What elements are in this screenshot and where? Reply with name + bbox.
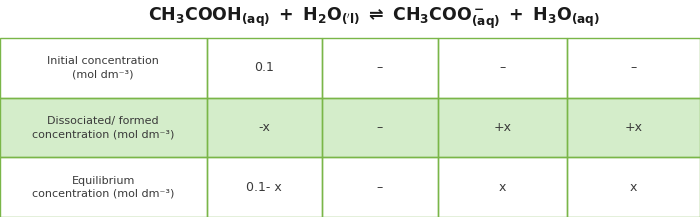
Bar (438, 157, 567, 217)
Bar (567, 98, 700, 157)
Bar (206, 38, 322, 98)
Bar (567, 157, 700, 217)
Text: $\bf{CH_3COOH_{(aq)}}$$\bf{\ +\ H_2O_{({}^\prime l)}}$$\bf{\ \rightleftharpoons\: $\bf{CH_3COOH_{(aq)}}$$\bf{\ +\ H_2O_{({… (148, 6, 601, 31)
Text: Initial concentration
(mol dm⁻³): Initial concentration (mol dm⁻³) (48, 56, 159, 79)
Bar (0, 38, 206, 98)
Bar (322, 38, 438, 98)
Text: –: – (377, 181, 383, 194)
Bar (206, 157, 322, 217)
Text: –: – (377, 61, 383, 74)
Bar (438, 38, 567, 98)
Bar (322, 38, 438, 98)
Bar (438, 98, 567, 157)
Bar (206, 38, 322, 98)
Bar (0, 98, 206, 157)
Text: 0.1: 0.1 (254, 61, 274, 74)
Bar (206, 157, 322, 217)
Text: x: x (630, 181, 637, 194)
Text: +x: +x (494, 121, 511, 134)
Bar (0, 38, 206, 98)
Bar (0, 157, 206, 217)
Bar (322, 98, 438, 157)
Bar (206, 98, 322, 157)
Text: x: x (498, 181, 506, 194)
Text: –: – (631, 61, 636, 74)
Text: Equilibrium
concentration (mol dm⁻³): Equilibrium concentration (mol dm⁻³) (32, 176, 174, 199)
Bar (567, 38, 700, 98)
Bar (567, 98, 700, 157)
Bar (0, 157, 206, 217)
Text: 0.1- x: 0.1- x (246, 181, 282, 194)
Bar (438, 98, 567, 157)
Text: -x: -x (258, 121, 270, 134)
Bar (438, 157, 567, 217)
Text: +x: +x (624, 121, 643, 134)
Bar (438, 38, 567, 98)
Bar (322, 157, 438, 217)
Text: –: – (499, 61, 505, 74)
Text: Dissociated/ formed
concentration (mol dm⁻³): Dissociated/ formed concentration (mol d… (32, 116, 174, 139)
Bar (322, 157, 438, 217)
Bar (322, 98, 438, 157)
Bar (0, 98, 206, 157)
Bar (567, 38, 700, 98)
Bar (567, 157, 700, 217)
Text: –: – (377, 121, 383, 134)
Bar (206, 98, 322, 157)
